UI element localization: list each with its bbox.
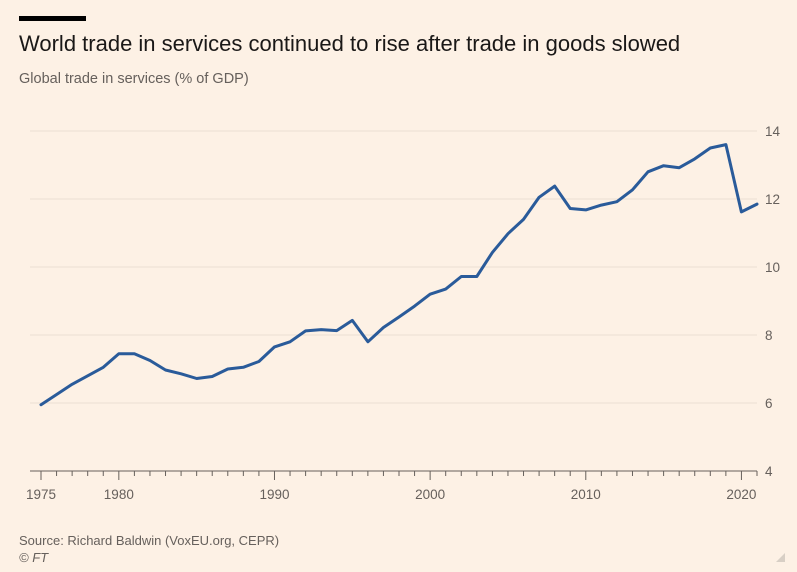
copyright-note: © FT — [19, 550, 49, 565]
x-tick-label-2010: 2010 — [571, 487, 601, 502]
series-layer — [39, 143, 759, 407]
source-note: Source: Richard Baldwin (VoxEU.org, CEPR… — [19, 533, 280, 548]
y-tick-label-4: 4 — [765, 464, 773, 479]
y-tick-label-14: 14 — [765, 124, 781, 139]
chart-title: World trade in services continued to ris… — [19, 31, 681, 56]
x-tick-label-1975: 1975 — [26, 487, 56, 502]
line-chart: 4 6 8 10 12 14 1975 1980 1990 2000 2010 2020 — [26, 124, 781, 502]
x-tick-label-1990: 1990 — [259, 487, 289, 502]
x-tick-label-2000: 2000 — [415, 487, 445, 502]
axis-layer — [30, 470, 758, 480]
x-tick-label-1980: 1980 — [104, 487, 134, 502]
x-tick-label-2020: 2020 — [726, 487, 756, 502]
chart-subtitle: Global trade in services (% of GDP) — [19, 71, 249, 87]
y-tick-label-6: 6 — [765, 396, 773, 411]
series-line-0 — [39, 143, 759, 407]
resize-handle-icon — [776, 553, 785, 562]
grid-layer — [30, 130, 757, 404]
top-accent-bar — [19, 16, 86, 21]
tick-label-layer: 4 6 8 10 12 14 1975 1980 1990 2000 2010 2020 — [26, 124, 781, 502]
y-tick-label-8: 8 — [765, 328, 773, 343]
y-tick-label-10: 10 — [765, 260, 780, 275]
y-tick-label-12: 12 — [765, 192, 780, 207]
